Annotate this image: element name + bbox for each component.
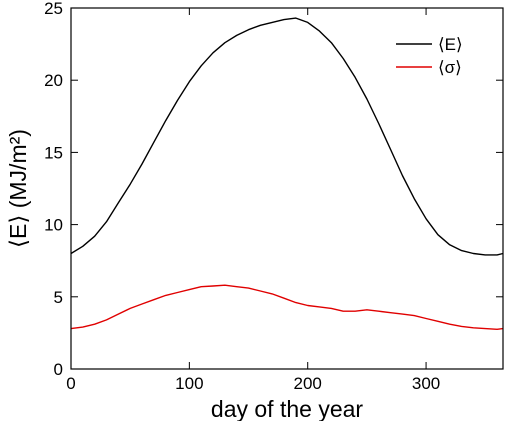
x-axis-title: day of the year xyxy=(211,396,363,421)
y-tick-label: 25 xyxy=(44,0,63,18)
y-tick-label: 15 xyxy=(44,143,63,162)
series-line-1 xyxy=(70,17,504,256)
series-line-2 xyxy=(70,284,504,330)
x-tick-label: 200 xyxy=(294,374,322,393)
y-tick-label: 20 xyxy=(44,71,63,90)
series-layer xyxy=(70,17,504,330)
y-tick-label: 0 xyxy=(54,360,63,379)
plot-frame xyxy=(70,7,504,370)
x-tick-label: 100 xyxy=(175,374,203,393)
x-tick-label: 0 xyxy=(66,374,75,393)
legend-label-2: ⟨σ⟩ xyxy=(438,58,462,77)
x-tick-label: 300 xyxy=(412,374,440,393)
legend-label-1: ⟨E⟩ xyxy=(438,35,463,54)
ticks-layer: 0 100 200 300 0 5 10 15 20 25 xyxy=(44,0,503,393)
y-tick-label: 5 xyxy=(54,288,63,307)
y-axis-title: ⟨E⟩ (MJ/m²) xyxy=(5,129,31,248)
y-tick-label: 10 xyxy=(44,216,63,235)
legend: ⟨E⟩ ⟨σ⟩ xyxy=(396,35,463,77)
